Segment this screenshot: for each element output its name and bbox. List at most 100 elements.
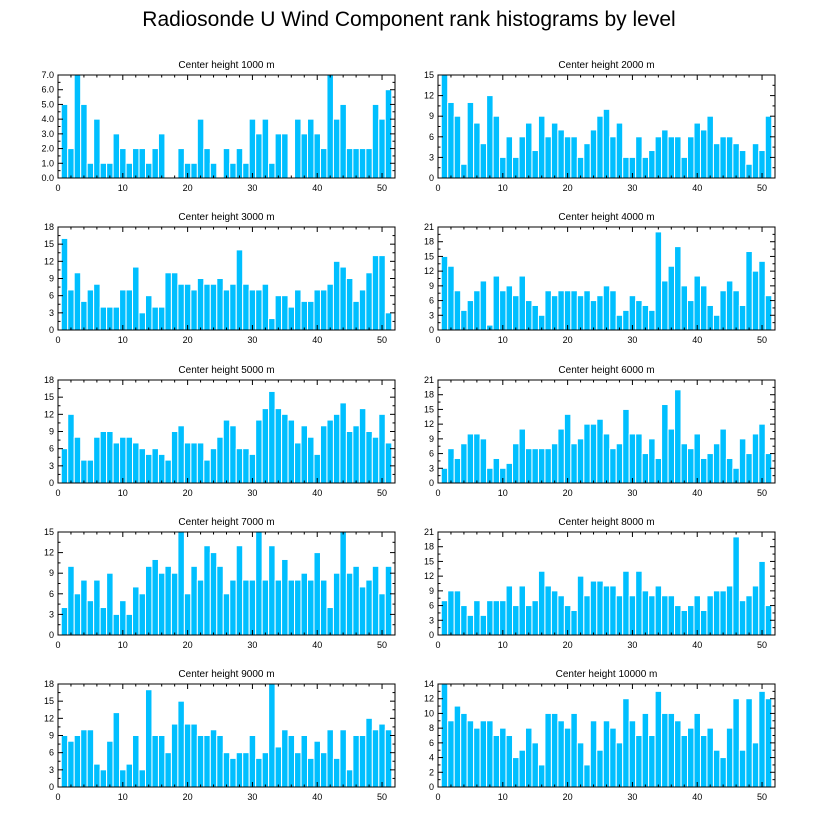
histogram-bar (138, 593, 146, 636)
histogram-bar (358, 586, 367, 636)
y-tick-label: 4.0 (41, 114, 54, 124)
histogram-panel-4: Center height 4000 m 0 10 20 30 40 50 0 3 6 9 12 15 1… (424, 212, 776, 345)
y-tick-label: 3 (49, 461, 54, 471)
y-tick-label: 15 (44, 392, 54, 402)
histogram-bar (719, 590, 727, 636)
histogram-bar (635, 136, 643, 179)
histogram-bar (531, 742, 539, 788)
histogram-bar (294, 442, 302, 484)
histogram-bar (447, 265, 455, 331)
histogram-bar (648, 150, 656, 179)
x-tick-label: 50 (377, 640, 387, 650)
histogram-bar (235, 148, 244, 179)
y-tick-label: 12 (44, 409, 54, 419)
histogram-bar (125, 436, 134, 484)
histogram-bar (358, 408, 367, 484)
histogram-bar (352, 565, 360, 636)
x-tick-label: 10 (498, 488, 508, 498)
histogram-bar (132, 266, 140, 331)
histogram-bar (667, 136, 676, 179)
histogram-bar (67, 565, 75, 636)
histogram-bar (106, 306, 114, 331)
histogram-bar (125, 289, 134, 331)
histogram-bar (319, 148, 328, 179)
histogram-bar (615, 742, 624, 788)
y-tick-label: 6 (429, 296, 434, 306)
histogram-bar (518, 585, 526, 636)
histogram-bar (512, 605, 520, 636)
y-tick-label: 1.0 (41, 158, 54, 168)
histogram-bar (706, 304, 714, 331)
histogram-bar (460, 712, 468, 788)
histogram-bar (144, 565, 153, 636)
histogram-bar (680, 609, 689, 636)
y-tick-label: 9 (429, 281, 434, 291)
histogram-bar (641, 156, 650, 179)
histogram-bar (466, 433, 475, 484)
histogram-bar (235, 448, 244, 484)
histogram-bar (345, 572, 354, 636)
histogram-bar (222, 752, 231, 788)
y-tick-label: 12 (424, 91, 434, 101)
histogram-bar (86, 459, 95, 484)
histogram-bar (531, 448, 539, 484)
histogram-bar (294, 118, 302, 179)
histogram-bar (732, 290, 740, 331)
histogram-bar (550, 443, 559, 484)
x-tick-label: 30 (247, 335, 257, 345)
histogram-bar (725, 280, 734, 331)
x-tick-label: 20 (563, 792, 573, 802)
histogram-bar (531, 600, 539, 636)
histogram-bar (596, 749, 604, 788)
histogram-bar (203, 283, 211, 331)
x-tick-label: 30 (627, 183, 637, 193)
histogram-bar (505, 462, 514, 484)
histogram-bar (738, 150, 747, 179)
histogram-bar (615, 122, 624, 179)
histogram-bar (248, 118, 257, 179)
histogram-bar (99, 431, 108, 484)
histogram-bar (190, 565, 198, 636)
y-tick-label: 15 (44, 239, 54, 249)
y-tick-label: 3 (429, 310, 434, 320)
histogram-bar (628, 595, 637, 636)
histogram-bar (466, 300, 475, 331)
histogram-bar (326, 729, 334, 788)
histogram-bar (378, 413, 386, 484)
histogram-bar (453, 705, 462, 788)
histogram-bar (738, 438, 747, 484)
histogram-bar (570, 609, 578, 636)
y-tick-label: 21 (424, 222, 434, 232)
histogram-bar (255, 133, 263, 179)
histogram-bar (460, 605, 468, 636)
histogram-bar (183, 723, 192, 788)
histogram-bar (365, 148, 373, 179)
histogram-bar (732, 536, 740, 636)
histogram-bar (654, 690, 663, 788)
histogram-bar (440, 683, 449, 788)
histogram-bar (170, 272, 179, 331)
y-tick-label: 15 (424, 70, 434, 80)
histogram-bar (576, 575, 585, 636)
x-tick-label: 30 (247, 183, 257, 193)
histogram-bar (67, 413, 75, 484)
x-tick-label: 10 (498, 640, 508, 650)
x-tick-label: 40 (312, 640, 322, 650)
histogram-bar (112, 133, 121, 179)
histogram-bar (758, 560, 766, 636)
histogram-bar (80, 103, 88, 179)
histogram-bar (512, 757, 520, 788)
histogram-panel-8: Center height 8000 m 0 10 20 30 40 50 0 3 6 9 12 15 1… (424, 517, 776, 650)
histogram-bar (378, 118, 386, 179)
histogram-bar (667, 595, 676, 636)
y-tick-label: 18 (44, 679, 54, 689)
histogram-bar (144, 295, 153, 331)
histogram-bar (544, 290, 552, 331)
histogram-bar (326, 283, 334, 331)
histogram-bar (196, 118, 205, 179)
y-tick-label: 18 (44, 375, 54, 385)
histogram-bar (641, 590, 650, 636)
y-tick-label: 6 (429, 449, 434, 459)
histogram-bar (190, 289, 198, 331)
histogram-bar (332, 413, 341, 484)
